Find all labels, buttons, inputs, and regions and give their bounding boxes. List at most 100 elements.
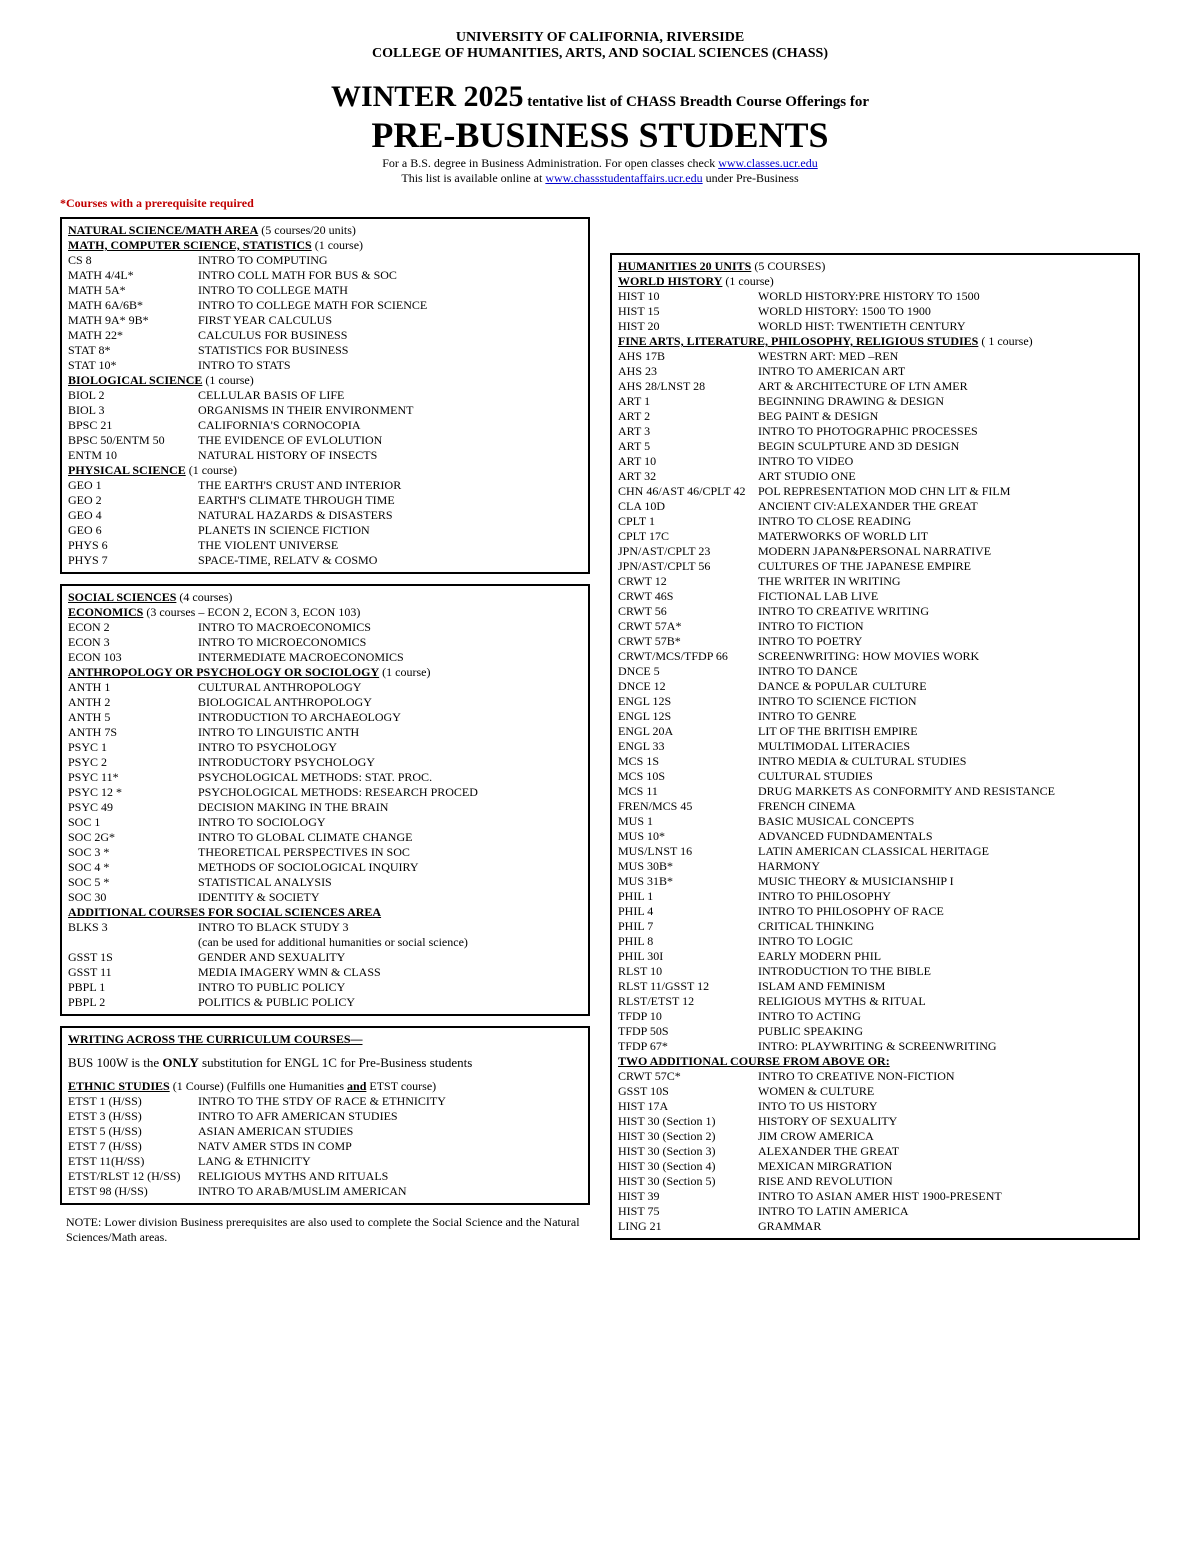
classes-link[interactable]: www.classes.ucr.edu: [718, 156, 818, 170]
course-title: ASIAN AMERICAN STUDIES: [198, 1124, 582, 1139]
course-code: HIST 15: [618, 304, 758, 319]
course-title: CALIFORNIA'S CORNOCOPIA: [198, 418, 582, 433]
course-code: SOC 5 *: [68, 875, 198, 890]
math-rows: CS 8INTRO TO COMPUTINGMATH 4/4L*INTRO CO…: [68, 253, 582, 373]
course-row: HIST 20WORLD HIST: TWENTIETH CENTURY: [618, 319, 1132, 334]
course-row: GEO 4NATURAL HAZARDS & DISASTERS: [68, 508, 582, 523]
course-code: ANTH 5: [68, 710, 198, 725]
prereq-note: *Courses with a prerequisite required: [60, 196, 1140, 211]
course-code: MATH 5A*: [68, 283, 198, 298]
university-name: UNIVERSITY OF CALIFORNIA, RIVERSIDE: [60, 30, 1140, 46]
course-row: PHIL 8INTRO TO LOGIC: [618, 934, 1132, 949]
term-line: WINTER 2025 tentative list of CHASS Brea…: [60, 80, 1140, 114]
course-row: ECON 2INTRO TO MACROECONOMICS: [68, 620, 582, 635]
course-code: ART 10: [618, 454, 758, 469]
course-title: DRUG MARKETS AS CONFORMITY AND RESISTANC…: [758, 784, 1132, 799]
course-code: AHS 17B: [618, 349, 758, 364]
course-code: SOC 1: [68, 815, 198, 830]
course-code: ENGL 33: [618, 739, 758, 754]
course-title: ISLAM AND FEMINISM: [758, 979, 1132, 994]
course-row: RLST 11/GSST 12ISLAM AND FEMINISM: [618, 979, 1132, 994]
course-title: INTRO MEDIA & CULTURAL STUDIES: [758, 754, 1132, 769]
course-row: HIST 17AINTO TO US HISTORY: [618, 1099, 1132, 1114]
course-title: ART STUDIO ONE: [758, 469, 1132, 484]
course-title: WORLD HISTORY:PRE HISTORY TO 1500: [758, 289, 1132, 304]
course-code: PBPL 2: [68, 995, 198, 1010]
course-row: ETST 1 (H/SS)INTRO TO THE STDY OF RACE &…: [68, 1094, 582, 1109]
course-row: CPLT 1INTRO TO CLOSE READING: [618, 514, 1132, 529]
course-row: PSYC 12 *PSYCHOLOGICAL METHODS: RESEARCH…: [68, 785, 582, 800]
course-title: LANG & ETHNICITY: [198, 1154, 582, 1169]
course-title: ALEXANDER THE GREAT: [758, 1144, 1132, 1159]
course-title: INTRO TO CLOSE READING: [758, 514, 1132, 529]
course-code: BPSC 21: [68, 418, 198, 433]
course-title: FIRST YEAR CALCULUS: [198, 313, 582, 328]
course-title: GRAMMAR: [758, 1219, 1132, 1234]
course-code: ART 1: [618, 394, 758, 409]
course-code: HIST 30 (Section 1): [618, 1114, 758, 1129]
course-row: CS 8INTRO TO COMPUTING: [68, 253, 582, 268]
course-code: SOC 2G*: [68, 830, 198, 845]
right-column: HUMANITIES 20 UNITS (5 COURSES) WORLD HI…: [610, 217, 1140, 1251]
course-code: MCS 1S: [618, 754, 758, 769]
course-row: MATH 6A/6B*INTRO TO COLLEGE MATH FOR SCI…: [68, 298, 582, 313]
course-title: LIT OF THE BRITISH EMPIRE: [758, 724, 1132, 739]
course-code: HIST 30 (Section 3): [618, 1144, 758, 1159]
course-code: CRWT/MCS/TFDP 66: [618, 649, 758, 664]
course-code: PSYC 1: [68, 740, 198, 755]
course-code: PHYS 7: [68, 553, 198, 568]
course-code: SOC 4 *: [68, 860, 198, 875]
course-row: FREN/MCS 45FRENCH CINEMA: [618, 799, 1132, 814]
course-code: RLST/ETST 12: [618, 994, 758, 1009]
course-row: (can be used for additional humanities o…: [68, 935, 582, 950]
course-code: MCS 11: [618, 784, 758, 799]
course-title: MUSIC THEORY & MUSICIANSHIP I: [758, 874, 1132, 889]
course-row: PHYS 7SPACE-TIME, RELATV & COSMO: [68, 553, 582, 568]
course-code: ENGL 20A: [618, 724, 758, 739]
course-row: CHN 46/AST 46/CPLT 42POL REPRESENTATION …: [618, 484, 1132, 499]
course-code: ENGL 12S: [618, 709, 758, 724]
course-row: MCS 1SINTRO MEDIA & CULTURAL STUDIES: [618, 754, 1132, 769]
course-title: BEGIN SCULPTURE AND 3D DESIGN: [758, 439, 1132, 454]
course-code: ART 3: [618, 424, 758, 439]
course-code: CHN 46/AST 46/CPLT 42: [618, 484, 758, 499]
chass-link[interactable]: www.chassstudentaffairs.ucr.edu: [545, 171, 702, 185]
course-row: PHIL 4INTRO TO PHILOSOPHY OF RACE: [618, 904, 1132, 919]
course-code: HIST 10: [618, 289, 758, 304]
course-row: CRWT 57C*INTRO TO CREATIVE NON-FICTION: [618, 1069, 1132, 1084]
fine-arts-rows: AHS 17BWESTRN ART: MED –RENAHS 23INTRO T…: [618, 349, 1132, 1054]
anth-psyc-soc-head: ANTHROPOLOGY OR PSYCHOLOGY OR SOCIOLOGY …: [68, 665, 582, 680]
course-code: ETST 5 (H/SS): [68, 1124, 198, 1139]
course-code: CRWT 57A*: [618, 619, 758, 634]
course-title: NATURAL HISTORY OF INSECTS: [198, 448, 582, 463]
socsci-area-head: SOCIAL SCIENCES (4 courses): [68, 590, 582, 605]
natsci-math-box: NATURAL SCIENCE/MATH AREA (5 courses/20 …: [60, 217, 590, 574]
course-code: CPLT 1: [618, 514, 758, 529]
course-row: BPSC 50/ENTM 50THE EVIDENCE OF EVLOLUTIO…: [68, 433, 582, 448]
course-row: DNCE 12DANCE & POPULAR CULTURE: [618, 679, 1132, 694]
course-code: ETST 3 (H/SS): [68, 1109, 198, 1124]
course-row: MATH 4/4L*INTRO COLL MATH FOR BUS & SOC: [68, 268, 582, 283]
course-code: DNCE 12: [618, 679, 758, 694]
course-row: HIST 15WORLD HISTORY: 1500 TO 1900: [618, 304, 1132, 319]
course-row: ENGL 33MULTIMODAL LITERACIES: [618, 739, 1132, 754]
course-code: SOC 3 *: [68, 845, 198, 860]
course-code: ETST 1 (H/SS): [68, 1094, 198, 1109]
course-title: RELIGIOUS MYTHS & RITUAL: [758, 994, 1132, 1009]
course-title: CULTURES OF THE JAPANESE EMPIRE: [758, 559, 1132, 574]
course-title: INTRO TO THE STDY OF RACE & ETHNICITY: [198, 1094, 582, 1109]
wac-line: BUS 100W is the ONLY substitution for EN…: [68, 1055, 582, 1071]
course-title: INTRO COLL MATH FOR BUS & SOC: [198, 268, 582, 283]
course-title: PSYCHOLOGICAL METHODS: RESEARCH PROCED: [198, 785, 582, 800]
course-code: MUS 10*: [618, 829, 758, 844]
course-title: INTRO TO PHOTOGRAPHIC PROCESSES: [758, 424, 1132, 439]
course-row: ETST 5 (H/SS)ASIAN AMERICAN STUDIES: [68, 1124, 582, 1139]
course-code: ART 32: [618, 469, 758, 484]
econ-head: ECONOMICS (3 courses – ECON 2, ECON 3, E…: [68, 605, 582, 620]
course-row: MATH 9A* 9B*FIRST YEAR CALCULUS: [68, 313, 582, 328]
course-row: PSYC 49DECISION MAKING IN THE BRAIN: [68, 800, 582, 815]
course-row: ART 5BEGIN SCULPTURE AND 3D DESIGN: [618, 439, 1132, 454]
course-code: ANTH 2: [68, 695, 198, 710]
course-code: TFDP 10: [618, 1009, 758, 1024]
course-code: PHIL 4: [618, 904, 758, 919]
